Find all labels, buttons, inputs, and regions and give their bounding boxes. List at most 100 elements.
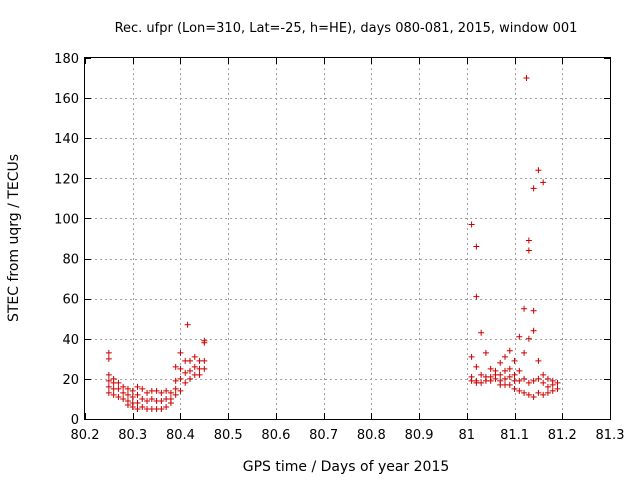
data-point-plus — [163, 403, 170, 410]
y-tick-label: 180 — [54, 52, 79, 67]
y-tick-label: 140 — [54, 132, 79, 147]
data-point-plus — [134, 399, 141, 406]
data-point-plus — [105, 389, 112, 396]
data-point-plus — [134, 391, 141, 398]
data-point-plus — [535, 389, 542, 396]
data-point-plus — [172, 363, 179, 370]
data-point-plus — [124, 385, 131, 392]
data-point-plus — [511, 385, 518, 392]
data-point-plus — [535, 167, 542, 174]
data-point-plus — [124, 401, 131, 408]
data-points — [105, 75, 561, 412]
data-point-plus — [521, 389, 528, 396]
data-point-plus — [502, 353, 508, 360]
data-point-plus — [124, 391, 131, 398]
data-point-plus — [506, 373, 513, 380]
data-point-plus — [172, 391, 179, 398]
data-point-plus — [177, 387, 184, 394]
data-point-plus — [105, 377, 112, 384]
data-point-plus — [530, 307, 537, 314]
data-point-plus — [177, 349, 184, 356]
data-point-plus — [182, 379, 189, 386]
data-point-plus — [535, 357, 542, 364]
y-tick-label: 40 — [62, 333, 79, 348]
data-point-plus — [201, 357, 208, 364]
y-tick-label: 160 — [54, 92, 79, 107]
data-point-plus — [163, 387, 170, 394]
data-point-plus — [110, 391, 117, 398]
data-point-plus — [105, 383, 112, 390]
x-tick-label: 80.3 — [118, 428, 147, 443]
data-point-plus — [158, 397, 165, 404]
x-axis-title: GPS time / Days of year 2015 — [243, 459, 450, 475]
data-point-plus — [482, 349, 489, 356]
data-point-plus — [115, 385, 122, 392]
data-point-plus — [187, 367, 193, 374]
x-tick-label: 81.2 — [548, 428, 577, 443]
grid-lines — [85, 58, 610, 419]
x-tick-label: 80.9 — [405, 428, 434, 443]
data-point-plus — [172, 385, 179, 392]
data-point-plus — [167, 389, 174, 396]
data-point-plus — [487, 377, 494, 384]
data-point-plus — [492, 375, 499, 382]
data-point-plus — [502, 367, 508, 374]
data-point-plus — [105, 349, 112, 356]
data-point-plus — [129, 393, 136, 400]
data-point-plus — [521, 305, 528, 312]
data-point-plus — [554, 385, 561, 392]
x-tick-label: 80.4 — [166, 428, 195, 443]
data-point-plus — [525, 391, 532, 398]
y-tick-label: 80 — [62, 253, 79, 268]
data-point-plus — [187, 357, 193, 364]
data-point-plus — [516, 367, 523, 374]
data-point-plus — [120, 383, 127, 390]
data-point-plus — [525, 237, 532, 244]
data-point-plus — [478, 379, 485, 386]
data-point-plus — [554, 379, 561, 386]
data-point-plus — [167, 399, 174, 406]
data-point-plus — [172, 377, 179, 384]
x-tick-label: 81.3 — [596, 428, 625, 443]
x-tick-label: 80.6 — [261, 428, 290, 443]
data-point-plus — [540, 179, 547, 186]
data-point-plus — [511, 357, 518, 364]
data-point-plus — [525, 247, 532, 254]
y-tick-label: 0 — [71, 413, 79, 428]
data-point-plus — [473, 243, 480, 250]
data-point-plus — [105, 371, 112, 378]
data-point-plus — [523, 75, 530, 82]
data-point-plus — [521, 349, 528, 356]
data-point-plus — [120, 395, 127, 402]
data-point-plus — [511, 371, 518, 378]
x-tick-label: 80.5 — [214, 428, 243, 443]
data-point-plus — [540, 391, 547, 398]
data-point-plus — [478, 329, 485, 336]
data-point-plus — [521, 375, 528, 382]
data-point-plus — [540, 379, 547, 386]
data-point-plus — [187, 375, 193, 382]
y-axis-title: STEC from uqrg / TECUs — [6, 154, 22, 322]
chart-title: Rec. ufpr (Lon=310, Lat=-25, h=HE), days… — [115, 21, 578, 36]
axis-ticks: 80.2 80.3 80.4 80.5 80.6 80.7 80.8 80.9 81 81.1 81… — [54, 52, 624, 443]
data-point-plus — [115, 393, 122, 400]
data-point-plus — [177, 375, 184, 382]
data-point-plus — [535, 375, 542, 382]
data-point-plus — [196, 371, 203, 378]
data-point-plus — [497, 371, 504, 378]
data-point-plus — [139, 385, 146, 392]
data-point-plus — [516, 333, 523, 340]
data-point-plus — [144, 389, 151, 396]
data-point-plus — [506, 347, 513, 354]
data-point-plus — [530, 185, 537, 192]
data-point-plus — [502, 375, 508, 382]
data-point-plus — [177, 365, 184, 372]
y-tick-label: 120 — [54, 172, 79, 187]
data-point-plus — [544, 375, 551, 382]
data-point-plus — [153, 387, 160, 394]
x-tick-label: 81.1 — [500, 428, 529, 443]
data-point-plus — [139, 403, 146, 410]
data-point-plus — [473, 293, 480, 300]
